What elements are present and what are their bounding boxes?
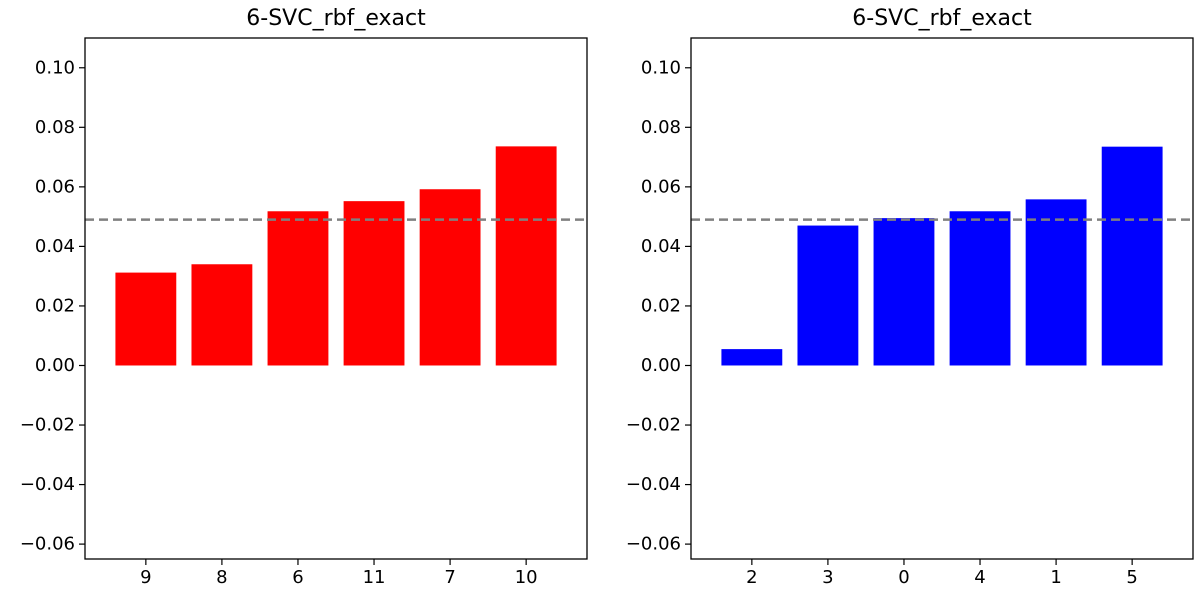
- bar-2: [721, 349, 783, 366]
- y-tick-label: 0.02: [641, 295, 681, 316]
- y-tick-label: 0.08: [35, 117, 75, 138]
- y-tick-label: 0.10: [35, 57, 75, 78]
- x-tick-label: 10: [515, 567, 538, 588]
- chart-title: 6-SVC_rbf_exact: [246, 6, 426, 31]
- bar-9: [115, 272, 177, 366]
- y-tick-label: −0.04: [20, 474, 75, 495]
- bar-1: [1025, 199, 1087, 366]
- x-tick-label: 3: [822, 567, 833, 588]
- x-tick-label: 7: [444, 567, 455, 588]
- x-tick-label: 5: [1126, 567, 1137, 588]
- y-tick-label: −0.02: [20, 415, 75, 436]
- axes-frame: [84, 37, 588, 560]
- x-tick-label: 11: [363, 567, 386, 588]
- x-tick-label: 0: [898, 567, 909, 588]
- y-tick-label: 0.02: [35, 295, 75, 316]
- bar-4: [949, 211, 1011, 366]
- bar-8: [191, 264, 253, 366]
- y-tick-label: 0.00: [35, 355, 75, 376]
- y-tick-label: −0.06: [626, 534, 681, 555]
- x-tick-label: 2: [746, 567, 757, 588]
- bar-10: [495, 146, 557, 366]
- x-tick-label: 1: [1050, 567, 1061, 588]
- y-tick-label: −0.06: [20, 534, 75, 555]
- x-tick-label: 4: [974, 567, 985, 588]
- y-tick-label: 0.04: [35, 236, 75, 257]
- y-tick-label: 0.00: [641, 355, 681, 376]
- bar-0: [873, 218, 935, 366]
- y-tick-label: 0.10: [641, 57, 681, 78]
- y-tick-label: −0.02: [626, 415, 681, 436]
- bar-7: [419, 189, 481, 366]
- y-tick-label: 0.06: [35, 176, 75, 197]
- y-tick-label: −0.04: [626, 474, 681, 495]
- bar-chart-left: −0.06 −0.04 −0.02 0.00 0.02 0.04 0.06 0.08 0.10 9…: [20, 6, 588, 588]
- y-tick-label: 0.08: [641, 117, 681, 138]
- bar-5: [1101, 146, 1163, 366]
- bar-6: [267, 211, 329, 366]
- bar-chart-right: −0.06 −0.04 −0.02 0.00 0.02 0.04 0.06 0.08 0.10 2…: [626, 6, 1194, 588]
- bar-11: [343, 201, 405, 366]
- x-tick-label: 8: [216, 567, 227, 588]
- chart-title: 6-SVC_rbf_exact: [852, 6, 1032, 31]
- axes-frame: [690, 37, 1194, 560]
- x-tick-label: 9: [140, 567, 151, 588]
- y-tick-label: 0.06: [641, 176, 681, 197]
- y-tick-label: 0.04: [641, 236, 681, 257]
- x-tick-label: 6: [292, 567, 303, 588]
- bar-3: [797, 225, 859, 366]
